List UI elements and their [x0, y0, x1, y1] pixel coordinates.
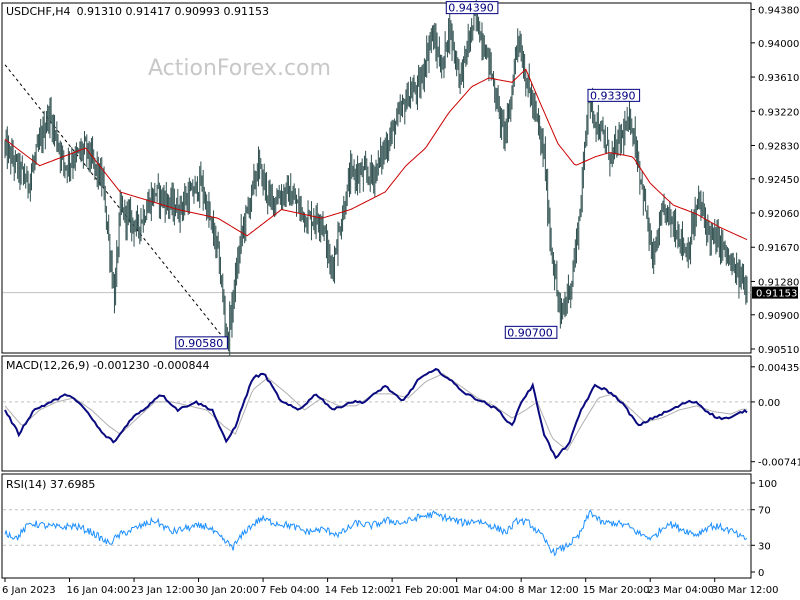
time-tick-label: 8 Mar 12:00 [518, 585, 578, 596]
price-annotation-label: 0.90580 [178, 337, 224, 350]
macd-plot [3, 367, 751, 460]
time-tick-label: 14 Feb 12:00 [325, 585, 391, 596]
time-axis: 6 Jan 2023 16 Jan 04:00 23 Jan 12:00 30 Jan… [2, 578, 779, 596]
price-plot: 0.94390 0.93390 0.90700 0.90580 [3, 0, 751, 357]
time-tick-label: 7 Feb 04:00 [260, 585, 319, 596]
current-price-box [752, 286, 798, 299]
price-annotation-label: 0.90700 [507, 326, 552, 339]
rsi-tick-label: 30 [758, 541, 771, 552]
rsi-line [4, 509, 748, 557]
price-annotation-box [587, 88, 641, 102]
price-annotation-box [445, 1, 499, 15]
price-annotation-box [504, 325, 558, 339]
time-tick-label: 16 Jan 04:00 [67, 585, 130, 596]
ohlc-text: 0.91310 0.91417 0.90993 0.91153 [77, 5, 269, 18]
macd-tick-label: -0.007417 [758, 458, 800, 469]
time-tick-label: 23 Mar 04:00 [647, 585, 714, 596]
macd-tick-label: 0.004354 [758, 363, 800, 374]
price-tick-label: 0.91670 [758, 243, 799, 254]
price-tick-label: 0.92060 [758, 209, 799, 220]
price-tick-label: 0.93220 [758, 107, 799, 118]
chart-symbol-label: USDCHF,H4 0.91310 0.91417 0.90993 0.91153 [6, 5, 269, 18]
price-panel-frame [1, 2, 752, 354]
macd-tick-label: 0.00 [758, 398, 780, 409]
time-tick-label: 30 Jan 20:00 [196, 585, 259, 596]
time-tick-label: 1 Mar 04:00 [454, 585, 514, 596]
price-tick-label: 0.94380 [758, 6, 799, 17]
price-tick-label: 0.92830 [758, 141, 799, 152]
price-tick-label: 0.92450 [758, 175, 799, 186]
price-annotation-label: 0.93390 [590, 89, 636, 102]
rsi-tick-label: 100 [758, 479, 777, 490]
macd-panel-frame [1, 355, 752, 472]
price-annotation-label: 0.94390 [448, 2, 494, 15]
trendline [4, 64, 228, 344]
macd-line [4, 367, 748, 460]
macd-axis: 0.004354 0.00 -0.007417 [751, 363, 800, 469]
rsi-axis: 100 70 30 0 [751, 479, 777, 579]
moving-average-line [4, 68, 748, 241]
price-annotation-box [175, 336, 228, 350]
time-tick-label: 6 Jan 2023 [2, 585, 56, 596]
current-price-label: 0.91153 [756, 289, 797, 300]
rsi-panel-frame [1, 473, 752, 579]
price-tick-label: 0.90900 [758, 311, 799, 322]
time-tick-label: 21 Feb 20:00 [389, 585, 455, 596]
time-tick-label: 30 Mar 12:00 [712, 585, 779, 596]
watermark-text: ActionForex.com [148, 56, 331, 81]
rsi-title: RSI(14) 37.6985 [6, 478, 95, 491]
price-axis: 0.94380 0.94000 0.93610 0.93220 0.92830 0.924… [751, 6, 799, 356]
time-tick-label: 15 Mar 20:00 [583, 585, 650, 596]
time-tick-label: 23 Jan 12:00 [131, 585, 194, 596]
rsi-plot [3, 509, 751, 557]
macd-title: MACD(12,26,9) -0.001230 -0.000844 [6, 359, 209, 372]
symbol-text: USDCHF,H4 [6, 5, 71, 18]
price-tick-label: 0.90510 [758, 345, 799, 356]
rsi-tick-label: 0 [758, 568, 764, 579]
price-tick-label: 0.91280 [758, 277, 799, 288]
price-tick-label: 0.93610 [758, 73, 799, 84]
price-tick-label: 0.94000 [758, 39, 799, 50]
rsi-tick-label: 70 [758, 506, 771, 517]
